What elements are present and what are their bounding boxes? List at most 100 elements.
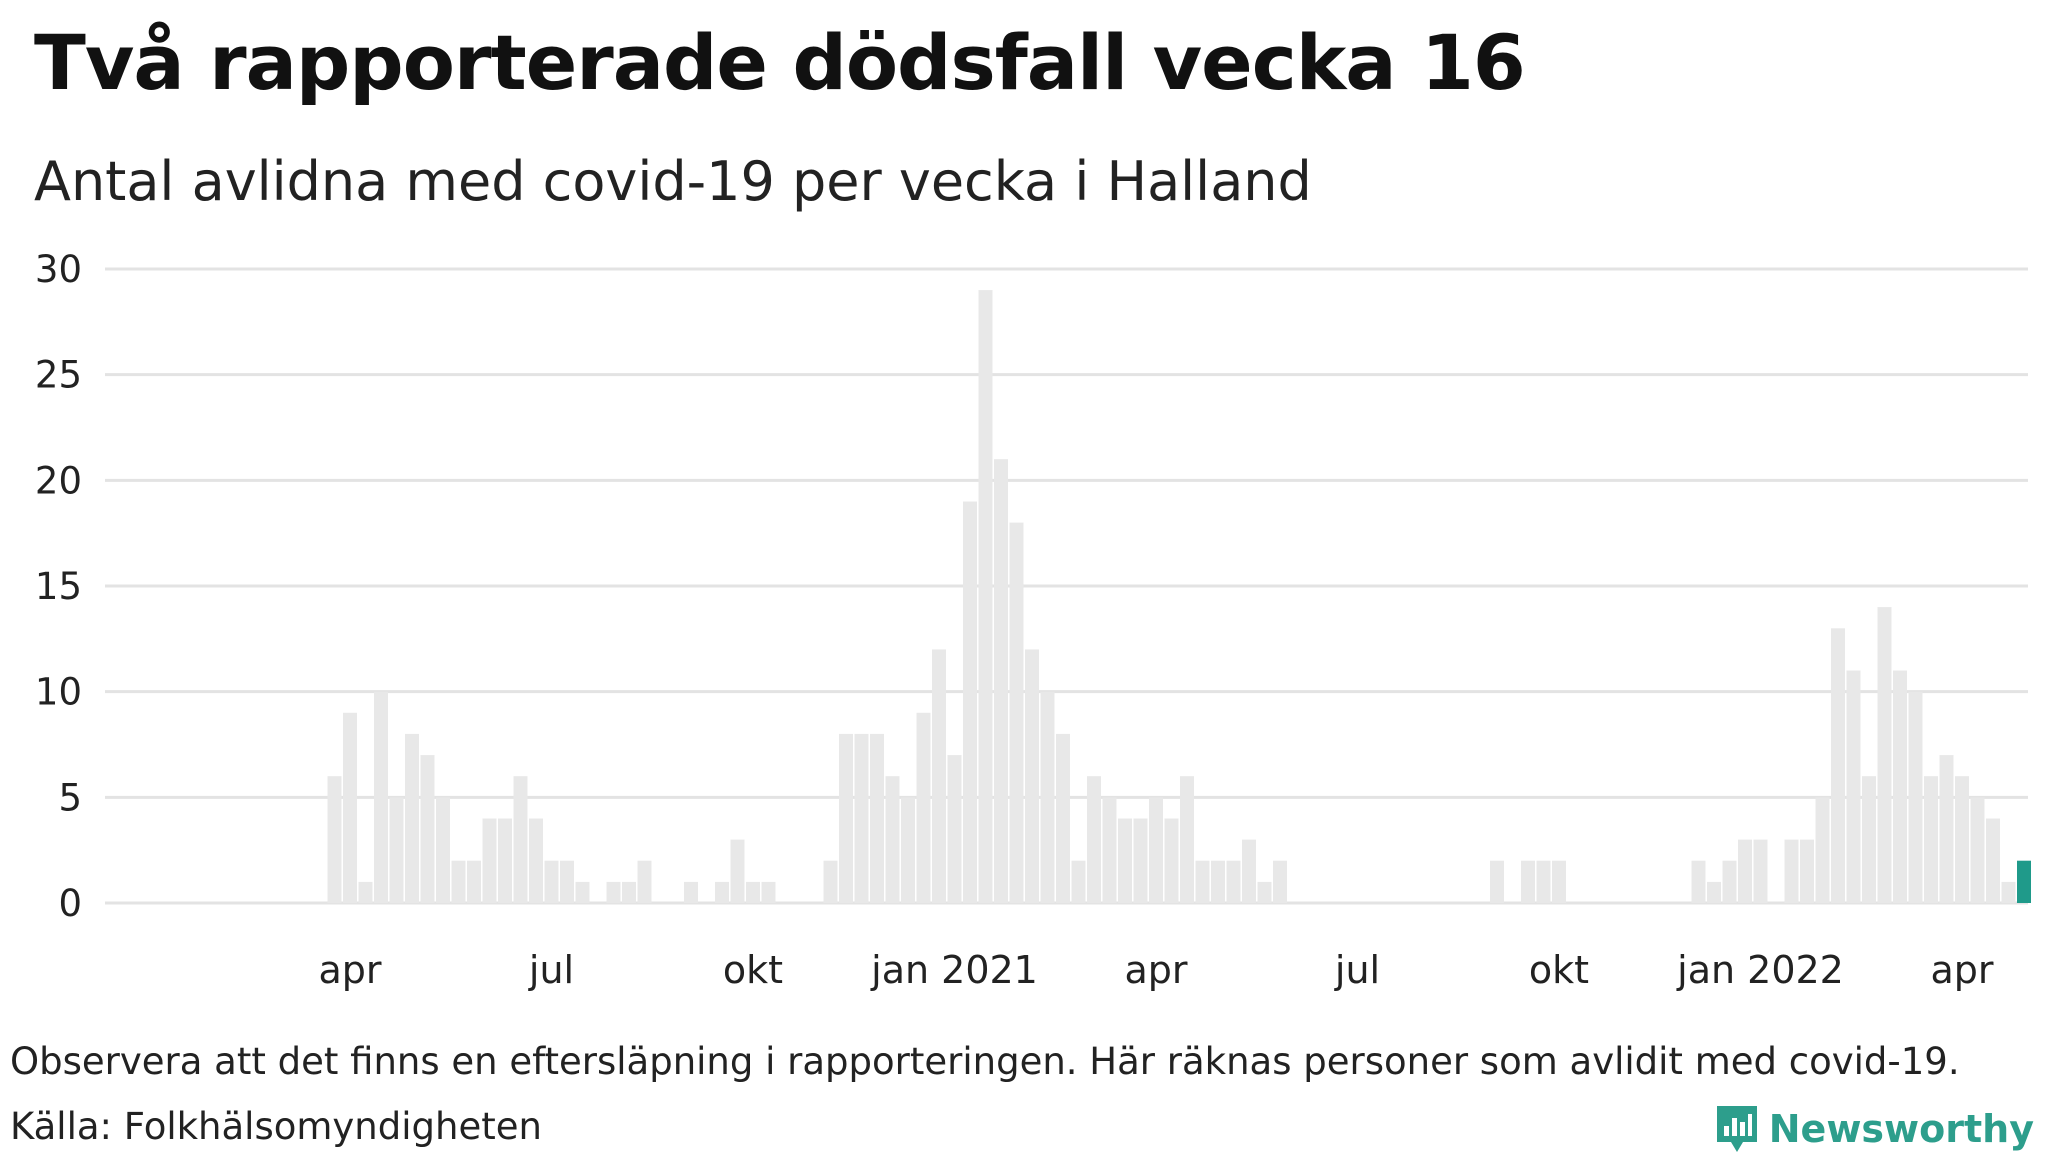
bars: [327, 290, 2031, 904]
bar: [405, 733, 419, 903]
bar: [436, 797, 450, 903]
chart-subtitle: Antal avlidna med covid-19 per vecka i H…: [34, 150, 1312, 213]
bar: [1970, 797, 1985, 903]
bar: [1815, 797, 1830, 903]
x-tick-label: jul: [528, 948, 574, 992]
bar: [1738, 839, 1752, 903]
bar: [1257, 881, 1272, 903]
bar: [715, 881, 729, 903]
brand-name: Newsworthy: [1768, 1107, 2034, 1151]
bar: [916, 712, 931, 903]
newsworthy-logo-icon: [1716, 1106, 1757, 1152]
x-tick-label: jan 2021: [870, 948, 1038, 992]
y-tick-label: 0: [58, 882, 82, 925]
bar: [2001, 881, 2016, 903]
x-tick-label: apr: [318, 948, 381, 992]
y-tick-label: 25: [35, 354, 82, 397]
brand-logo[interactable]: Newsworthy: [1715, 1104, 2034, 1154]
bar: [560, 860, 574, 903]
bar: [823, 860, 838, 903]
bar: [1087, 776, 1101, 903]
bar: [1242, 839, 1256, 903]
bar: [870, 733, 884, 903]
bar: [1195, 860, 1210, 903]
x-tick-label: okt: [1529, 948, 1589, 992]
bar: [1025, 649, 1039, 903]
x-tick-label: jul: [1334, 948, 1380, 992]
bar: [1986, 818, 2000, 903]
bar: [947, 755, 962, 903]
bar: [994, 459, 1008, 903]
bar: [1691, 860, 1706, 903]
highlight-bar: [2017, 860, 2031, 903]
bar: [1846, 670, 1861, 903]
bar: [761, 881, 776, 903]
y-tick-label: 15: [35, 565, 82, 608]
bar: [1071, 860, 1086, 903]
y-tick-label: 10: [35, 671, 82, 714]
bar: [637, 860, 652, 903]
bar: [1552, 860, 1566, 903]
bar: [1102, 797, 1117, 903]
bar: [343, 712, 357, 903]
bar: [482, 818, 497, 903]
bar: [978, 290, 993, 904]
bar: [963, 501, 977, 903]
bar: [684, 881, 698, 903]
bar: [467, 860, 481, 903]
bar: [1149, 797, 1163, 903]
bar: [1939, 755, 1954, 903]
bar: [1133, 818, 1148, 903]
y-tick-label: 5: [58, 776, 82, 819]
bar: [575, 881, 590, 903]
bar: [854, 733, 869, 903]
bar: [513, 776, 528, 903]
bar: [1273, 860, 1287, 903]
bar: [1009, 522, 1024, 903]
bar: [1862, 776, 1876, 903]
bar: [1831, 628, 1845, 903]
bar: [1784, 839, 1799, 903]
x-tick-label: apr: [1930, 948, 1993, 992]
bar: [1893, 670, 1907, 903]
bar: [606, 881, 621, 903]
bar: [1211, 860, 1225, 903]
bar: [1040, 691, 1055, 903]
bar: [746, 881, 760, 903]
y-axis-labels: 0 5 10 15 20 25 30: [35, 248, 82, 925]
bar: [1722, 860, 1737, 903]
bar: [1955, 776, 1969, 903]
x-tick-label: apr: [1124, 948, 1187, 992]
bar: [1800, 839, 1814, 903]
bar: [358, 881, 373, 903]
bar: [901, 797, 915, 903]
bar: [451, 860, 466, 903]
bar: [1924, 776, 1938, 903]
bar: [1877, 607, 1892, 903]
bar: [730, 839, 745, 903]
bar: [420, 755, 435, 903]
y-tick-label: 30: [35, 248, 82, 291]
bar: [1180, 776, 1194, 903]
x-axis-labels: apr jul okt jan 2021 apr jul okt jan 2022 apr: [318, 948, 1993, 992]
x-tick-label: okt: [723, 948, 783, 992]
bar: [374, 691, 388, 903]
x-tick-label: jan 2022: [1676, 948, 1844, 992]
bar: [1707, 881, 1721, 903]
bar: [622, 881, 636, 903]
bar: [498, 818, 512, 903]
bar: [1164, 818, 1179, 903]
bar: [529, 818, 543, 903]
bar: [1056, 733, 1070, 903]
bar: [1521, 860, 1535, 903]
bar-chart: 0 5 10 15 20 25 30 apr jul okt jan 2021 apr jul okt j…: [35, 248, 2031, 992]
footnote: Observera att det finns en eftersläpning…: [10, 1040, 1960, 1083]
y-tick-label: 20: [35, 459, 82, 502]
bar: [885, 776, 900, 903]
bar: [544, 860, 559, 903]
bar: [327, 776, 342, 903]
bar: [1908, 691, 1923, 903]
bar: [1490, 860, 1504, 903]
bar: [389, 797, 404, 903]
bar: [932, 649, 946, 903]
